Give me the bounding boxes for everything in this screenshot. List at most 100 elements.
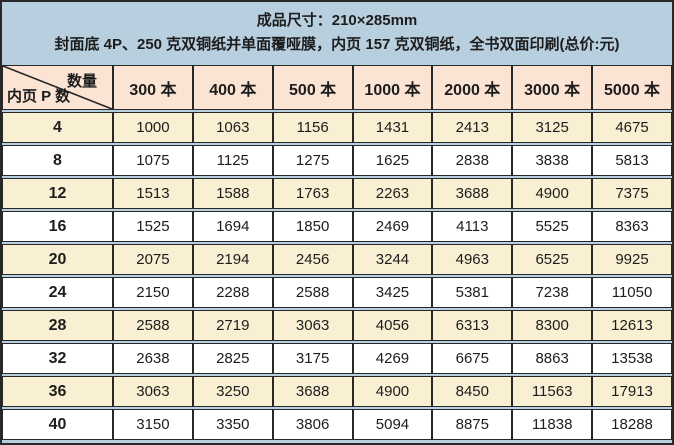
price-cell: 8450 [432,376,513,407]
price-cell: 1850 [272,211,353,242]
price-cell: 4900 [352,376,433,407]
price-cell: 11563 [512,376,593,407]
price-cell: 2194 [192,244,273,275]
price-cell: 2456 [272,244,353,275]
price-cell: 18288 [592,409,672,440]
quantity-column-header: 1000 本 [352,65,433,110]
price-cell: 1125 [192,145,273,176]
price-cell: 3250 [192,376,273,407]
table-row: 4 1000 1063 1156 1431 2413 3125 4675 [2,112,672,143]
price-cell: 3175 [272,343,353,374]
price-cell: 6675 [432,343,513,374]
quantity-column-header: 400 本 [192,65,273,110]
price-cell: 8363 [592,211,672,242]
pages-row-header: 8 [2,145,113,176]
sheet-header: 成品尺寸：210×285mm 封面底 4P、250 克双铜纸并单面覆哑膜，内页 … [2,2,672,63]
price-table: 数量 内页 P 数 300 本 400 本 500 本 1000 本 2000 本 300… [2,63,672,442]
price-cell: 1588 [192,178,273,209]
price-cell: 11838 [512,409,593,440]
quantity-column-header: 2000 本 [432,65,513,110]
price-cell: 2288 [192,277,273,308]
price-cell: 5525 [512,211,593,242]
pages-row-header: 20 [2,244,113,275]
price-cell: 3425 [352,277,433,308]
corner-cell: 数量 内页 P 数 [2,65,113,110]
price-cell: 2263 [352,178,433,209]
price-cell: 4675 [592,112,672,143]
price-cell: 5381 [432,277,513,308]
table-row: 32 2638 2825 3175 4269 6675 8863 13538 [2,343,672,374]
table-row: 20 2075 2194 2456 3244 4963 6525 9925 [2,244,672,275]
price-cell: 1625 [352,145,433,176]
price-cell: 3063 [113,376,193,407]
price-cell: 6313 [432,310,513,341]
price-cell: 2413 [432,112,513,143]
price-cell: 1525 [113,211,193,242]
price-cell: 2588 [272,277,353,308]
product-size-line: 成品尺寸：210×285mm [256,11,418,29]
quantity-column-header: 300 本 [113,65,193,110]
price-cell: 4900 [512,178,593,209]
price-cell: 3688 [432,178,513,209]
price-cell: 3125 [512,112,593,143]
price-cell: 2075 [113,244,193,275]
corner-pages-label: 内页 P 数 [7,88,71,105]
pages-row-header: 28 [2,310,113,341]
diagonal-divider-line [3,66,112,109]
price-cell: 2719 [192,310,273,341]
price-cell: 3838 [512,145,593,176]
price-cell: 3350 [192,409,273,440]
price-cell: 3244 [352,244,433,275]
price-cell: 2588 [113,310,193,341]
price-cell: 2469 [352,211,433,242]
table-row: 28 2588 2719 3063 4056 6313 8300 12613 [2,310,672,341]
price-cell: 1063 [192,112,273,143]
pages-row-header: 36 [2,376,113,407]
table-row: 12 1513 1588 1763 2263 3688 4900 7375 [2,178,672,209]
price-cell: 8875 [432,409,513,440]
price-cell: 3688 [272,376,353,407]
pages-row-header: 24 [2,277,113,308]
price-cell: 7238 [512,277,593,308]
price-cell: 5094 [352,409,433,440]
table-row: 24 2150 2288 2588 3425 5381 7238 11050 [2,277,672,308]
pages-row-header: 4 [2,112,113,143]
price-cell: 2838 [432,145,513,176]
price-cell: 17913 [592,376,672,407]
price-cell: 8300 [512,310,593,341]
price-cell: 9925 [592,244,672,275]
pages-row-header: 16 [2,211,113,242]
price-cell: 7375 [592,178,672,209]
price-cell: 2150 [113,277,193,308]
price-cell: 4113 [432,211,513,242]
price-cell: 2638 [113,343,193,374]
price-cell: 1763 [272,178,353,209]
price-cell: 5813 [592,145,672,176]
column-header-row: 数量 内页 P 数 300 本 400 本 500 本 1000 本 2000 本 300… [2,65,672,110]
price-cell: 1275 [272,145,353,176]
price-cell: 4963 [432,244,513,275]
pages-row-header: 32 [2,343,113,374]
price-cell: 1000 [113,112,193,143]
price-cell: 2825 [192,343,273,374]
table-row: 36 3063 3250 3688 4900 8450 11563 17913 [2,376,672,407]
price-cell: 1431 [352,112,433,143]
price-cell: 3806 [272,409,353,440]
price-cell: 12613 [592,310,672,341]
pages-row-header: 12 [2,178,113,209]
price-cell: 3063 [272,310,353,341]
price-cell: 6525 [512,244,593,275]
price-cell: 4269 [352,343,433,374]
quantity-column-header: 5000 本 [592,65,672,110]
table-row: 8 1075 1125 1275 1625 2838 3838 5813 [2,145,672,176]
price-cell: 1156 [272,112,353,143]
price-cell: 1513 [113,178,193,209]
table-row: 16 1525 1694 1850 2469 4113 5525 8363 [2,211,672,242]
quantity-column-header: 3000 本 [512,65,593,110]
price-cell: 3150 [113,409,193,440]
price-cell: 11050 [592,277,672,308]
price-cell: 4056 [352,310,433,341]
corner-quantity-label: 数量 [66,73,97,90]
price-cell: 1694 [192,211,273,242]
